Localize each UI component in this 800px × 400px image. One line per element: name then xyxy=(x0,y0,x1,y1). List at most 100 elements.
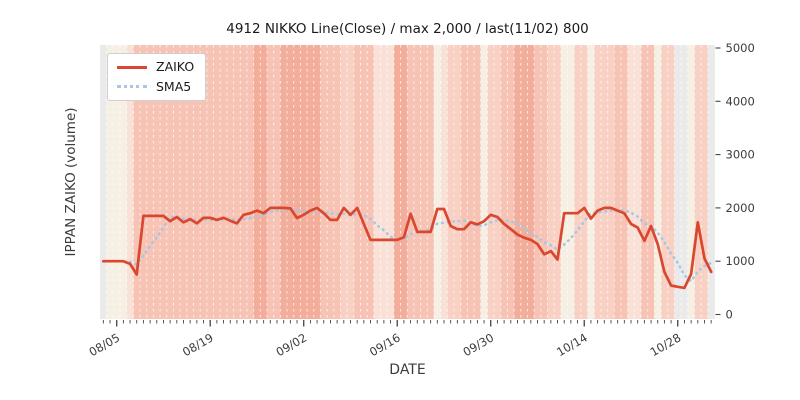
day-band xyxy=(701,45,709,319)
zaiko-line-swatch-icon xyxy=(117,65,147,69)
zaiko-line xyxy=(101,206,713,290)
day-band xyxy=(146,45,154,319)
day-band xyxy=(427,45,435,319)
day-band xyxy=(173,45,181,319)
day-band xyxy=(233,45,241,319)
y-tick-label: 4000 xyxy=(726,94,755,108)
day-band xyxy=(387,45,395,319)
day-band xyxy=(180,45,188,319)
day-band xyxy=(494,45,502,319)
day-band xyxy=(160,45,168,319)
day-band xyxy=(600,45,609,319)
day-band xyxy=(380,45,388,319)
day-band xyxy=(540,45,548,319)
day-band xyxy=(113,45,121,319)
day-band xyxy=(186,45,194,319)
sma5-line-swatch-icon xyxy=(117,85,147,89)
legend-label-zaiko: ZAIKO xyxy=(156,59,195,74)
y-tick-label: 3000 xyxy=(726,148,755,162)
x-tick-label: 09/16 xyxy=(367,330,403,359)
day-band xyxy=(627,45,635,319)
day-band xyxy=(300,45,308,319)
day-band xyxy=(634,45,642,319)
day-band xyxy=(226,45,234,319)
day-band xyxy=(307,45,315,319)
day-band xyxy=(347,45,355,319)
day-band xyxy=(641,45,649,319)
day-band xyxy=(240,45,248,319)
day-band xyxy=(587,45,595,319)
day-band xyxy=(467,45,475,319)
day-band xyxy=(313,45,321,319)
legend-item-zaiko: ZAIKO xyxy=(117,59,195,74)
day-band xyxy=(413,45,422,319)
day-band xyxy=(647,45,655,319)
day-band xyxy=(594,45,602,319)
day-band xyxy=(393,45,401,319)
day-band xyxy=(340,45,348,319)
y-tick-label: 1000 xyxy=(726,254,755,268)
day-band xyxy=(246,45,255,319)
day-band xyxy=(574,45,582,319)
day-band xyxy=(694,45,702,319)
day-band xyxy=(153,45,161,319)
x-tick-label: 09/02 xyxy=(273,330,309,359)
day-band xyxy=(580,45,588,319)
x-tick-label: 10/14 xyxy=(554,330,590,359)
day-band xyxy=(353,45,361,319)
day-band xyxy=(373,45,381,319)
x-tick-label: 09/30 xyxy=(460,330,496,359)
day-band xyxy=(100,45,108,319)
y-tick-label: 0 xyxy=(726,308,733,322)
day-band xyxy=(120,45,128,319)
legend-item-sma5: SMA5 xyxy=(117,78,194,94)
x-tick-label: 08/05 xyxy=(86,330,122,359)
day-band xyxy=(487,45,495,319)
day-band xyxy=(193,45,201,319)
day-band xyxy=(674,45,682,319)
day-band xyxy=(400,45,408,319)
day-band xyxy=(407,45,415,319)
y-tick-label: 5000 xyxy=(726,41,755,55)
day-band xyxy=(567,45,575,319)
day-band xyxy=(327,45,335,319)
day-band xyxy=(213,45,221,319)
x-tick-label: 10/28 xyxy=(648,330,684,359)
day-band xyxy=(514,45,522,319)
day-band xyxy=(454,45,462,319)
chart-title: 4912 NIKKO Line(Close) / max 2,000 / las… xyxy=(226,21,589,37)
day-band xyxy=(707,45,715,319)
day-band xyxy=(687,45,695,319)
day-band xyxy=(607,45,615,319)
day-band xyxy=(266,45,275,319)
day-band xyxy=(287,45,295,319)
day-band xyxy=(447,45,455,319)
x-tick-label: 08/19 xyxy=(180,330,216,359)
day-band xyxy=(480,45,488,319)
day-band xyxy=(620,45,629,319)
day-band xyxy=(433,45,442,319)
day-band xyxy=(507,45,515,319)
day-band xyxy=(554,45,562,319)
day-band xyxy=(320,45,328,319)
day-band xyxy=(133,45,141,319)
legend-label-sma5: SMA5 xyxy=(156,78,192,94)
day-band xyxy=(367,45,375,319)
day-band xyxy=(547,45,555,319)
day-band xyxy=(220,45,228,319)
day-band xyxy=(654,45,662,319)
day-band xyxy=(667,45,675,319)
day-band xyxy=(280,45,288,319)
day-band xyxy=(420,45,428,319)
day-band xyxy=(140,45,148,319)
day-band xyxy=(661,45,669,319)
day-band xyxy=(206,45,214,319)
day-band xyxy=(166,45,174,319)
day-band xyxy=(260,45,268,319)
day-band xyxy=(614,45,622,319)
day-band xyxy=(520,45,528,319)
day-band xyxy=(293,45,301,319)
day-band xyxy=(560,45,568,319)
day-band xyxy=(500,45,508,319)
